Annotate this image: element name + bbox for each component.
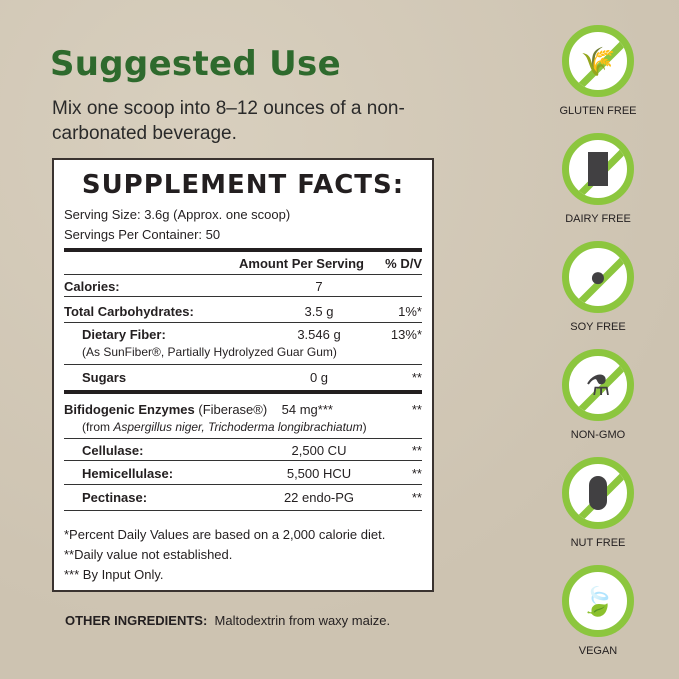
badge-label: NUT FREE [570, 537, 626, 549]
servings-per-container: Servings Per Container: 50 [64, 227, 221, 242]
row-name: Hemicellulase: [82, 466, 174, 481]
row-name: Pectinase: [82, 490, 148, 505]
footnote: **Daily value not established. [64, 547, 233, 562]
divider [64, 296, 422, 297]
divider [64, 322, 422, 323]
row-dv: ** [411, 402, 422, 417]
divider [64, 438, 422, 439]
row-dv: ** [411, 443, 422, 458]
row-name: Dietary Fiber: [82, 327, 166, 342]
row-dv: ** [411, 490, 422, 505]
soybean-icon: ● [589, 261, 607, 292]
divider [64, 390, 422, 394]
badge-label: DAIRY FREE [565, 213, 631, 225]
badge-label: SOY FREE [570, 321, 626, 333]
milk-carton-icon [569, 140, 627, 198]
row-name: Sugars [82, 370, 127, 385]
row-name: Bifidogenic Enzymes [64, 402, 195, 417]
badge-gluten-free: 🌾 GLUTEN FREE [559, 25, 637, 117]
serving-size: Serving Size: 3.6g (Approx. one scoop) [64, 207, 291, 222]
page-title: Suggested Use [50, 44, 341, 84]
badge-nut-free: NUT FREE [560, 457, 636, 549]
row-amount: 22 endo-PG [283, 490, 355, 505]
row-amount: 7 [315, 279, 323, 294]
peanut-icon [569, 464, 627, 522]
row-amount: 3.546 g [297, 327, 341, 342]
row-name-line: Bifidogenic Enzymes (Fiberase®) 54 mg*** [64, 402, 333, 417]
badge-dairy-free: DAIRY FREE [560, 133, 636, 225]
leaf-icon: 🍃 [580, 585, 616, 617]
row-name-extra: (Fiberase®) [198, 402, 268, 417]
col-amount-header: Amount Per Serving [239, 256, 364, 271]
badge-label: VEGAN [578, 645, 618, 657]
row-name: Calories: [64, 279, 120, 294]
footnote: *** By Input Only. [64, 567, 164, 582]
row-name: Total Carbohydrates: [64, 304, 194, 319]
row-dv: 1%* [398, 304, 422, 319]
divider [64, 364, 422, 365]
sub-species: Aspergillus niger, Trichoderma longibrac… [113, 420, 363, 434]
row-amount: 5,500 HCU [286, 466, 352, 481]
flask-icon: ⚗ [585, 369, 611, 401]
other-ingredients-value: Maltodextrin from waxy maize. [214, 613, 391, 628]
sub-prefix: (from [82, 420, 114, 434]
row-dv: ** [411, 466, 422, 481]
divider [64, 510, 422, 511]
wheat-icon: 🌾 [580, 45, 616, 77]
row-amount: 0 g [309, 370, 329, 385]
other-ingredients-label: OTHER INGREDIENTS: [65, 613, 208, 628]
row-amount: 2,500 CU [291, 443, 347, 458]
facts-heading: SUPPLEMENT FACTS: [81, 170, 405, 200]
sub-suffix: ) [362, 420, 367, 434]
divider [64, 248, 422, 252]
badge-non-gmo: ⚗ NON-GMO [560, 349, 636, 441]
badge-vegan: 🍃 VEGAN [560, 565, 636, 657]
row-sub: (As SunFiber®, Partially Hydrolyzed Guar… [82, 345, 337, 359]
divider [64, 484, 422, 485]
row-amount: 3.5 g [304, 304, 334, 319]
badge-label: GLUTEN FREE [559, 105, 637, 117]
badge-label: NON-GMO [570, 429, 626, 441]
divider [64, 460, 422, 461]
other-ingredients: OTHER INGREDIENTS: Maltodextrin from wax… [65, 613, 390, 628]
usage-instructions: Mix one scoop into 8–12 ounces of a non-… [52, 98, 405, 144]
row-amount: 54 mg*** [281, 402, 333, 417]
divider [64, 274, 422, 275]
col-dv-header: % D/V [385, 256, 422, 271]
badge-soy-free: ● SOY FREE [560, 241, 636, 333]
supplement-facts-panel: SUPPLEMENT FACTS: Serving Size: 3.6g (Ap… [52, 158, 434, 592]
row-dv: ** [411, 370, 422, 385]
row-dv: 13%* [390, 327, 422, 342]
footnote: *Percent Daily Values are based on a 2,0… [64, 527, 386, 542]
row-name: Cellulase: [82, 443, 144, 458]
row-sub: (from Aspergillus niger, Trichoderma lon… [82, 420, 367, 434]
